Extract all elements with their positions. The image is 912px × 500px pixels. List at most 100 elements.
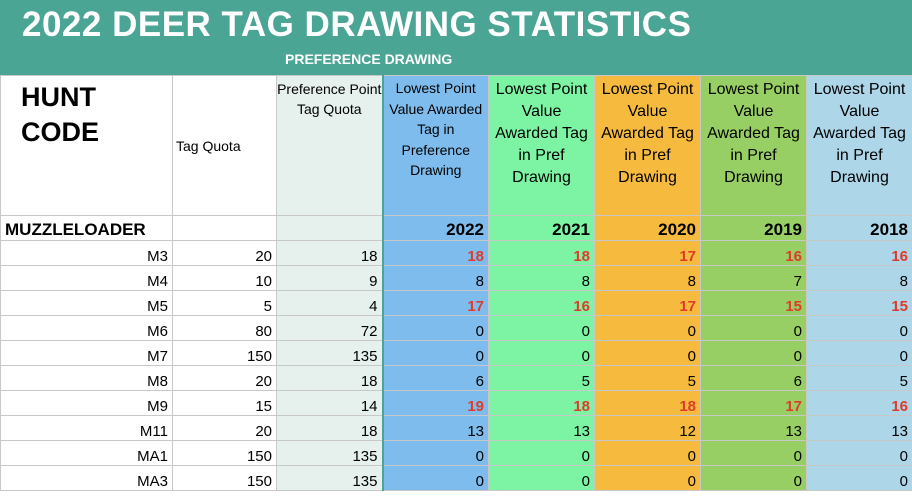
value-cell-2021[interactable]: 16 [488,290,595,316]
value-cell-2018[interactable]: 0 [806,440,912,466]
value-cell-2019[interactable]: 0 [700,340,807,366]
value-cell-2020[interactable]: 0 [594,340,701,366]
pref-quota-cell[interactable]: 135 [276,440,384,466]
section-year-2020[interactable]: 2020 [594,215,701,241]
value-cell-2018[interactable]: 16 [806,240,912,266]
header-pref-quota[interactable]: Preference Point Tag Quota [276,75,384,216]
value-cell-2022[interactable]: 6 [382,365,489,391]
tag-quota-cell[interactable]: 10 [172,265,277,291]
value-cell-2019[interactable]: 6 [700,365,807,391]
pref-quota-cell[interactable]: 135 [276,465,384,491]
value-cell-2018[interactable]: 13 [806,415,912,441]
header-2020[interactable]: Lowest Point Value Awarded Tag in Pref D… [594,75,701,216]
pref-quota-cell[interactable]: 14 [276,390,384,416]
value-cell-2019[interactable]: 16 [700,240,807,266]
pref-quota-cell[interactable]: 9 [276,265,384,291]
value-cell-2022[interactable]: 0 [382,315,489,341]
hunt-code-cell[interactable]: M9 [0,390,173,416]
value-cell-2019[interactable]: 13 [700,415,807,441]
tag-quota-cell[interactable]: 15 [172,390,277,416]
value-cell-2021[interactable]: 18 [488,240,595,266]
tag-quota-cell[interactable]: 150 [172,340,277,366]
header-2021[interactable]: Lowest Point Value Awarded Tag in Pref D… [488,75,595,216]
value-cell-2019[interactable]: 0 [700,315,807,341]
tag-quota-cell[interactable]: 20 [172,240,277,266]
hunt-code-cell[interactable]: M6 [0,315,173,341]
value-cell-2022[interactable]: 8 [382,265,489,291]
value-cell-2021[interactable]: 5 [488,365,595,391]
section-empty-cell[interactable] [172,215,277,241]
hunt-code-cell[interactable]: MA3 [0,465,173,491]
tag-quota-cell[interactable]: 5 [172,290,277,316]
value-cell-2019[interactable]: 17 [700,390,807,416]
value-cell-2018[interactable]: 0 [806,340,912,366]
section-year-2019[interactable]: 2019 [700,215,807,241]
value-cell-2021[interactable]: 0 [488,465,595,491]
pref-quota-cell[interactable]: 135 [276,340,384,366]
value-cell-2022[interactable]: 17 [382,290,489,316]
tag-quota-cell[interactable]: 150 [172,440,277,466]
value-cell-2018[interactable]: 0 [806,315,912,341]
value-cell-2020[interactable]: 0 [594,465,701,491]
value-cell-2019[interactable]: 15 [700,290,807,316]
section-empty-cell[interactable] [276,215,384,241]
value-cell-2020[interactable]: 0 [594,440,701,466]
hunt-code-cell[interactable]: M3 [0,240,173,266]
value-cell-2018[interactable]: 15 [806,290,912,316]
value-cell-2020[interactable]: 0 [594,315,701,341]
hunt-code-cell[interactable]: MA1 [0,440,173,466]
value-cell-2022[interactable]: 0 [382,340,489,366]
table-row: MA1 150 135 0 0 0 0 0 [0,440,912,466]
header-tag-quota[interactable]: Tag Quota [172,75,277,216]
value-cell-2020[interactable]: 17 [594,240,701,266]
header-2018[interactable]: Lowest Point Value Awarded Tag in Pref D… [806,75,912,216]
hunt-code-cell[interactable]: M8 [0,365,173,391]
tag-quota-cell[interactable]: 20 [172,415,277,441]
value-cell-2021[interactable]: 0 [488,315,595,341]
header-2022[interactable]: Lowest Point Value Awarded Tag in Prefer… [382,75,489,216]
value-cell-2020[interactable]: 5 [594,365,701,391]
section-label[interactable]: MUZZLELOADER [0,215,173,241]
hunt-code-cell[interactable]: M4 [0,265,173,291]
value-cell-2022[interactable]: 0 [382,465,489,491]
hunt-code-cell[interactable]: M7 [0,340,173,366]
value-cell-2020[interactable]: 12 [594,415,701,441]
table-row: M5 5 4 17 16 17 15 15 [0,290,912,316]
value-cell-2020[interactable]: 17 [594,290,701,316]
value-cell-2022[interactable]: 18 [382,240,489,266]
header-hunt-code[interactable]: HUNT CODE [0,75,173,216]
value-cell-2018[interactable]: 16 [806,390,912,416]
pref-quota-cell[interactable]: 18 [276,365,384,391]
pref-quota-cell[interactable]: 18 [276,415,384,441]
value-cell-2020[interactable]: 8 [594,265,701,291]
value-cell-2022[interactable]: 0 [382,440,489,466]
value-cell-2020[interactable]: 18 [594,390,701,416]
hunt-code-cell[interactable]: M11 [0,415,173,441]
tag-quota-cell[interactable]: 20 [172,365,277,391]
tag-quota-cell[interactable]: 150 [172,465,277,491]
value-cell-2021[interactable]: 0 [488,340,595,366]
value-cell-2019[interactable]: 0 [700,440,807,466]
table-row: M6 80 72 0 0 0 0 0 [0,315,912,341]
value-cell-2018[interactable]: 5 [806,365,912,391]
pref-quota-cell[interactable]: 18 [276,240,384,266]
tag-quota-cell[interactable]: 80 [172,315,277,341]
value-cell-2021[interactable]: 8 [488,265,595,291]
hunt-code-cell[interactable]: M5 [0,290,173,316]
section-year-2018[interactable]: 2018 [806,215,912,241]
pref-quota-cell[interactable]: 4 [276,290,384,316]
value-cell-2019[interactable]: 7 [700,265,807,291]
value-cell-2019[interactable]: 0 [700,465,807,491]
section-year-2022[interactable]: 2022 [382,215,489,241]
value-cell-2021[interactable]: 0 [488,440,595,466]
table-row: M4 10 9 8 8 8 7 8 [0,265,912,291]
value-cell-2018[interactable]: 8 [806,265,912,291]
value-cell-2021[interactable]: 18 [488,390,595,416]
value-cell-2018[interactable]: 0 [806,465,912,491]
header-2019[interactable]: Lowest Point Value Awarded Tag in Pref D… [700,75,807,216]
pref-quota-cell[interactable]: 72 [276,315,384,341]
value-cell-2022[interactable]: 13 [382,415,489,441]
value-cell-2021[interactable]: 13 [488,415,595,441]
value-cell-2022[interactable]: 19 [382,390,489,416]
section-year-2021[interactable]: 2021 [488,215,595,241]
